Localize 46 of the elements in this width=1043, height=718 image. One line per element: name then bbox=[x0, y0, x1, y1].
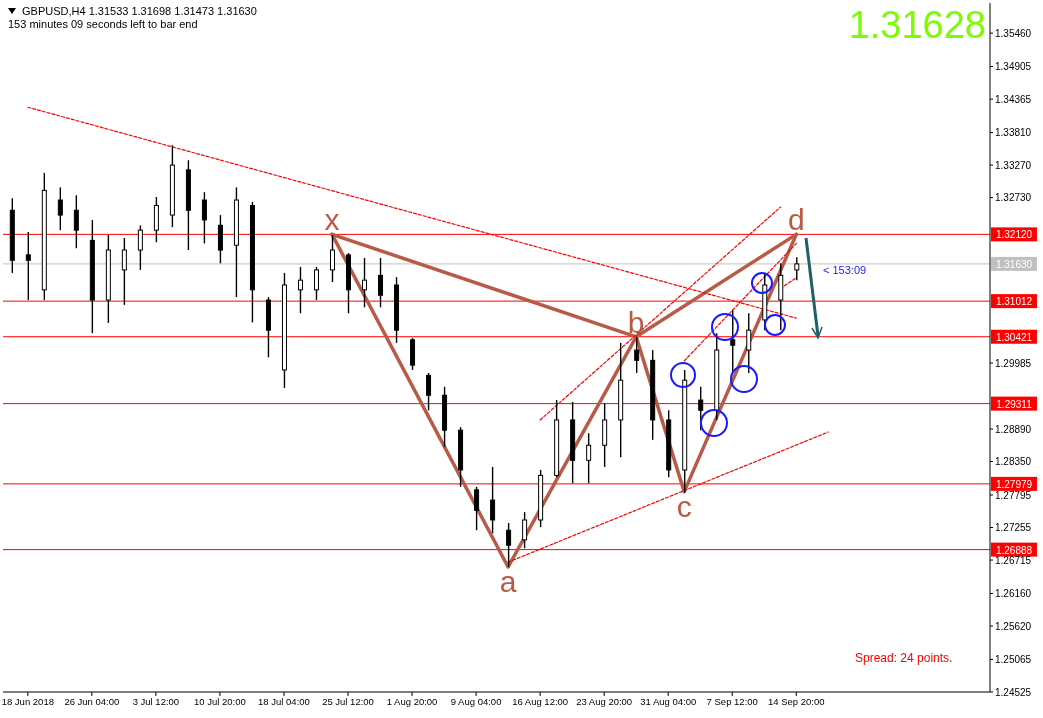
y-tick-label: 1.24525 bbox=[995, 686, 1032, 698]
chart-title: GBPUSD,H4 1.31533 1.31698 1.31473 1.31630 bbox=[22, 5, 257, 17]
annotation: x bbox=[324, 203, 340, 237]
x-tick-label: 7 Sep 12:00 bbox=[706, 695, 758, 707]
y-tick-label: 1.26715 bbox=[995, 554, 1032, 566]
y-tick-label: 1.26160 bbox=[995, 588, 1032, 600]
ref-line-label: 1.29311 bbox=[996, 398, 1033, 410]
y-tick-label: 1.33270 bbox=[995, 159, 1032, 171]
y-tick-label: 1.27795 bbox=[995, 489, 1032, 501]
annotation: 1.31628 bbox=[847, 4, 986, 47]
x-tick-label: 23 Aug 20:00 bbox=[576, 695, 633, 707]
x-tick-label: 31 Aug 04:00 bbox=[640, 695, 697, 707]
x-tick-label: 3 Jul 12:00 bbox=[132, 695, 180, 707]
y-tick-label: 1.27255 bbox=[995, 522, 1032, 534]
y-tick-label: 1.32730 bbox=[995, 192, 1032, 204]
y-tick-label: 1.28890 bbox=[995, 423, 1032, 435]
text: 153 minutes 09 seconds left to bar end bbox=[8, 18, 198, 30]
y-tick-label: 1.28350 bbox=[995, 456, 1032, 468]
y-tick-label: 1.25620 bbox=[995, 620, 1032, 632]
ref-line-label: 1.27979 bbox=[995, 478, 1033, 490]
y-tick-label: 1.34905 bbox=[995, 61, 1032, 73]
ref-line-label: 1.31012 bbox=[995, 296, 1033, 308]
x-tick-label: 25 Jul 12:00 bbox=[322, 695, 374, 707]
x-tick-label: 1 Aug 20:00 bbox=[386, 695, 438, 707]
annotation: a bbox=[499, 565, 517, 599]
annotation: b bbox=[627, 305, 645, 339]
x-tick-label: 18 Jul 04:00 bbox=[258, 695, 310, 707]
ref-line-label: 1.26888 bbox=[995, 544, 1033, 556]
x-tick-label: 26 Jun 04:00 bbox=[64, 695, 120, 707]
annotation: < 153:09 bbox=[823, 264, 867, 276]
x-tick-label: 10 Jul 20:00 bbox=[194, 695, 246, 707]
y-tick-label: 1.29985 bbox=[995, 357, 1032, 369]
x-tick-label: 9 Aug 04:00 bbox=[450, 695, 502, 707]
y-tick-label: 1.35460 bbox=[995, 27, 1032, 39]
annotation: d bbox=[787, 203, 805, 237]
annotation: Spread: 24 points. bbox=[855, 651, 953, 665]
annotation: c bbox=[676, 489, 692, 523]
y-tick-label: 1.33810 bbox=[995, 127, 1032, 139]
ref-line-label: 1.30421 bbox=[995, 331, 1033, 343]
ref-line-label: 1.31630 bbox=[995, 258, 1033, 270]
y-tick-label: 1.25065 bbox=[995, 654, 1032, 666]
x-tick-label: 14 Sep 20:00 bbox=[768, 695, 825, 707]
y-tick-label: 1.34365 bbox=[995, 93, 1032, 105]
x-tick-label: 16 Aug 12:00 bbox=[512, 695, 569, 707]
x-tick-label: 18 Jun 2018 bbox=[1, 695, 54, 707]
ref-line-label: 1.32120 bbox=[995, 229, 1033, 241]
